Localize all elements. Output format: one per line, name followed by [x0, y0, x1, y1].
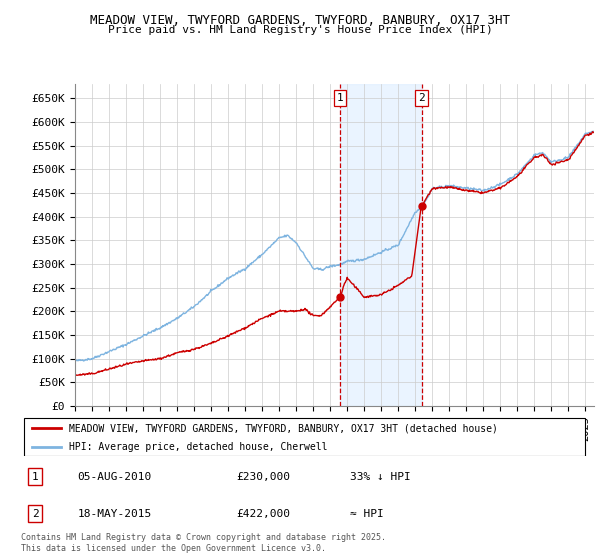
Text: 2: 2 [32, 509, 38, 519]
Text: Price paid vs. HM Land Registry's House Price Index (HPI): Price paid vs. HM Land Registry's House … [107, 25, 493, 35]
Text: 05-AUG-2010: 05-AUG-2010 [78, 472, 152, 482]
Text: £230,000: £230,000 [236, 472, 290, 482]
Bar [340, 84, 422, 406]
Text: HPI: Average price, detached house, Cherwell: HPI: Average price, detached house, Cher… [69, 442, 328, 451]
Text: 33% ↓ HPI: 33% ↓ HPI [350, 472, 410, 482]
Text: MEADOW VIEW, TWYFORD GARDENS, TWYFORD, BANBURY, OX17 3HT (detached house): MEADOW VIEW, TWYFORD GARDENS, TWYFORD, B… [69, 423, 498, 433]
Text: Contains HM Land Registry data © Crown copyright and database right 2025.
This d: Contains HM Land Registry data © Crown c… [21, 533, 386, 553]
Text: ≈ HPI: ≈ HPI [350, 509, 383, 519]
Text: 1: 1 [32, 472, 38, 482]
Text: 2: 2 [418, 93, 425, 103]
FancyBboxPatch shape [24, 418, 585, 456]
Text: MEADOW VIEW, TWYFORD GARDENS, TWYFORD, BANBURY, OX17 3HT: MEADOW VIEW, TWYFORD GARDENS, TWYFORD, B… [90, 14, 510, 27]
Text: £422,000: £422,000 [236, 509, 290, 519]
Text: 18-MAY-2015: 18-MAY-2015 [78, 509, 152, 519]
Text: 1: 1 [337, 93, 344, 103]
